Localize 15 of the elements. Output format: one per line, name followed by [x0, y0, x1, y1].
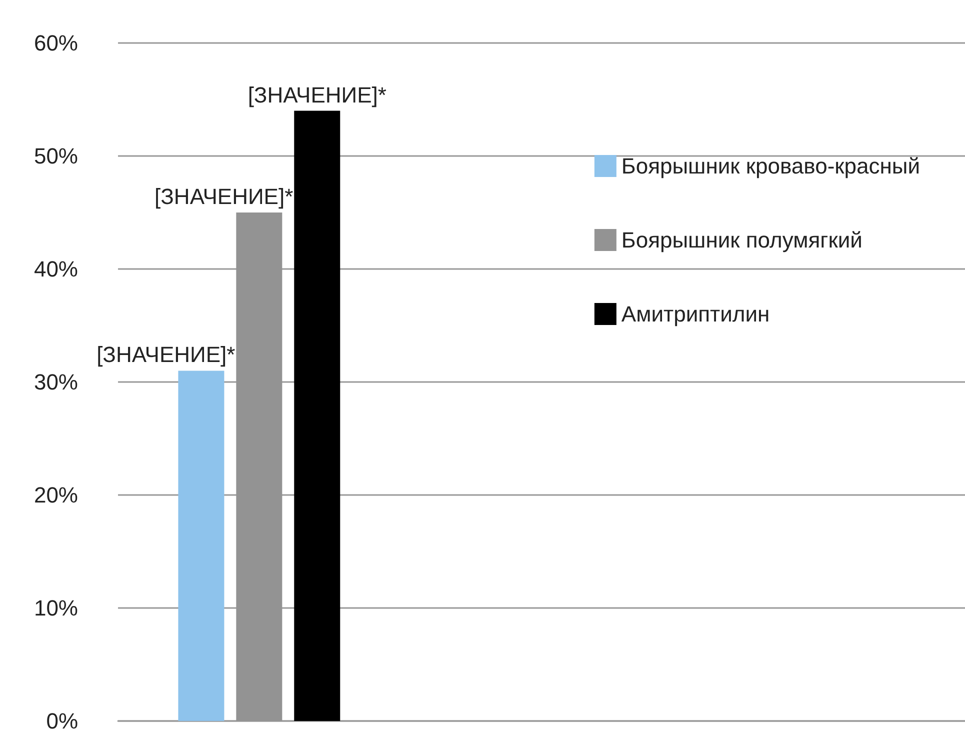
legend-label: Амитриптилин [621, 302, 770, 326]
y-tick-label: 30% [34, 370, 78, 394]
y-tick-label: 60% [34, 30, 78, 56]
bar [294, 110, 340, 721]
y-tick-label: 10% [34, 596, 78, 620]
y-tick-label: 50% [34, 144, 78, 168]
y-tick-label: 0% [46, 708, 78, 734]
y-tick-label: 40% [34, 256, 78, 282]
data-label: [ЗНАЧЕНИЕ]* [248, 82, 387, 108]
data-label: [ЗНАЧЕНИЕ]* [96, 342, 236, 368]
data-label: [ЗНАЧЕНИЕ]* [154, 184, 294, 209]
legend-label: Боярышник полумягкий [621, 228, 862, 252]
y-tick-label: 20% [34, 482, 78, 508]
legend-label: Боярышник кроваво-красный [621, 154, 920, 178]
bar [178, 370, 224, 721]
